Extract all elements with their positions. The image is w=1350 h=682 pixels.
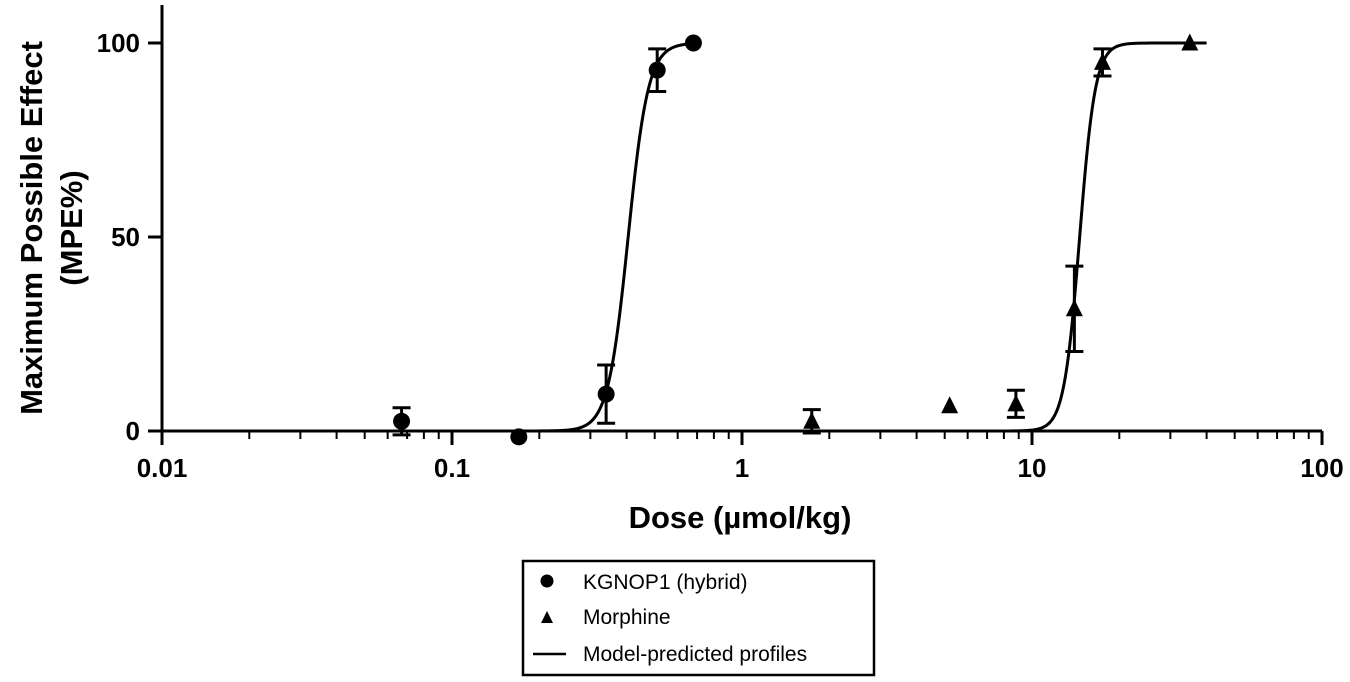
data-point-morphine [803, 411, 821, 429]
data-point-morphine [1093, 52, 1111, 70]
y-axis-title-line1: Maximum Possible Effect [14, 41, 49, 415]
legend-circle-marker [540, 574, 554, 588]
y-axis-title-line2: (MPE%) [54, 170, 89, 285]
x-axis-title: Dose (µmol/kg) [629, 500, 852, 535]
fit-curve-kgnop1 [162, 42, 696, 433]
data-point-morphine [1181, 33, 1199, 51]
fit-curves [162, 41, 1207, 433]
x-tick-label: 0.01 [137, 453, 188, 483]
y-tick-label: 0 [126, 416, 140, 446]
data-point-morphine [1065, 299, 1083, 317]
data-points [392, 33, 1199, 446]
y-tick-label: 50 [111, 222, 140, 252]
legend-triangle-marker [541, 611, 553, 623]
data-point-kgnop1 [510, 428, 528, 446]
y-tick-label: 100 [97, 28, 140, 58]
x-tick-label: 0.1 [434, 453, 470, 483]
legend-label-model: Model-predicted profiles [583, 643, 807, 666]
x-tick-label: 1 [735, 453, 749, 483]
fit-curve-morphine [695, 41, 1207, 433]
data-point-morphine [1007, 394, 1025, 412]
data-point-kgnop1 [597, 385, 615, 403]
axes: 0.01 0.1 1 10 100 0 50 100 [97, 5, 1344, 483]
legend: KGNOP1 (hybrid) Morphine Model-predicted… [521, 559, 876, 677]
data-point-kgnop1 [648, 61, 666, 79]
x-tick-label: 10 [1018, 453, 1047, 483]
data-point-morphine [941, 396, 959, 414]
x-tick-label: 100 [1300, 453, 1343, 483]
data-point-kgnop1 [393, 412, 411, 430]
legend-label-kgnop1: KGNOP1 (hybrid) [583, 571, 748, 594]
legend-label-morphine: Morphine [583, 606, 671, 629]
data-point-kgnop1 [684, 34, 702, 52]
legend-box [521, 559, 876, 677]
